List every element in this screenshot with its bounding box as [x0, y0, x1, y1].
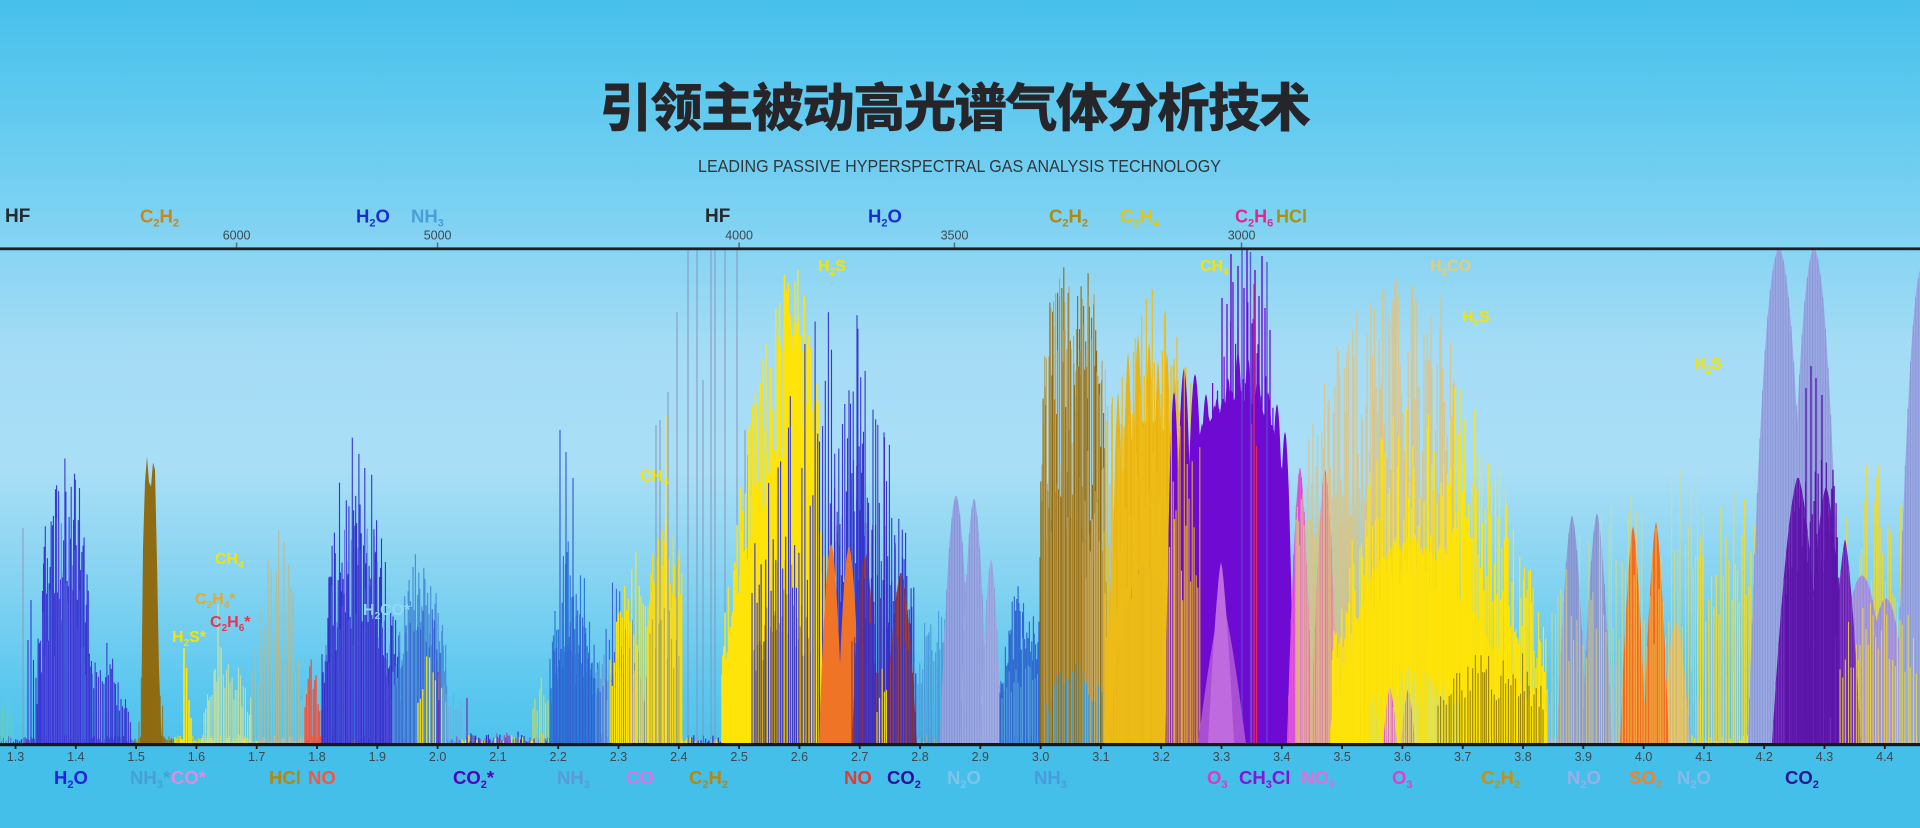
svg-text:6000: 6000 [223, 229, 251, 243]
svg-text:1.5: 1.5 [127, 750, 144, 764]
svg-text:2.5: 2.5 [730, 750, 747, 764]
svg-text:C2​H2​: C2​H2​ [1481, 767, 1520, 791]
svg-text:H2​S: H2​S [1462, 309, 1490, 329]
svg-text:C2​H2​: C2​H2​ [140, 206, 179, 230]
svg-text:1.3: 1.3 [7, 750, 24, 764]
svg-text:2.7: 2.7 [851, 750, 868, 764]
svg-text:H2​S*: H2​S* [172, 629, 207, 649]
svg-text:NO2​: NO2​ [1301, 767, 1335, 791]
svg-text:3.0: 3.0 [1032, 750, 1049, 764]
svg-text:NH3​: NH3​ [557, 767, 590, 791]
svg-text:5000: 5000 [424, 229, 452, 243]
svg-text:3.9: 3.9 [1575, 750, 1592, 764]
svg-text:3.5: 3.5 [1333, 750, 1350, 764]
svg-text:1.4: 1.4 [67, 750, 84, 764]
svg-text:CO: CO [626, 767, 654, 788]
svg-text:H2​S: H2​S [1694, 356, 1722, 376]
svg-text:1.9: 1.9 [369, 750, 386, 764]
svg-text:4.0: 4.0 [1635, 750, 1652, 764]
svg-text:NH3​: NH3​ [1034, 767, 1067, 791]
svg-text:3.7: 3.7 [1454, 750, 1471, 764]
svg-text:4.3: 4.3 [1816, 750, 1833, 764]
svg-text:2.9: 2.9 [972, 750, 989, 764]
svg-text:NO: NO [844, 767, 872, 788]
svg-text:3000: 3000 [1228, 229, 1256, 243]
svg-text:H2​O: H2​O [356, 206, 390, 230]
svg-text:2.0: 2.0 [429, 750, 446, 764]
svg-text:3500: 3500 [941, 229, 969, 243]
svg-text:2.3: 2.3 [610, 750, 627, 764]
svg-text:H2​O: H2​O [54, 767, 88, 791]
svg-text:SO2​: SO2​ [1629, 767, 1662, 791]
svg-text:4.4: 4.4 [1876, 750, 1893, 764]
svg-text:C2​H4​*: C2​H4​* [195, 591, 236, 611]
svg-text:2.8: 2.8 [911, 750, 928, 764]
svg-text:CH4​: CH4​ [640, 468, 669, 488]
svg-text:C2​H2​: C2​H2​ [689, 767, 728, 791]
svg-text:CH4​: CH4​ [1200, 258, 1229, 278]
svg-text:H2​CO*: H2​CO* [363, 602, 411, 622]
svg-text:4000: 4000 [725, 229, 753, 243]
svg-text:HF: HF [705, 206, 730, 227]
svg-text:H2​S: H2​S [818, 258, 846, 278]
svg-text:NO: NO [308, 767, 336, 788]
svg-text:CH4​: CH4​ [215, 551, 244, 571]
svg-text:CO2​*: CO2​* [453, 767, 495, 791]
svg-text:HF: HF [5, 206, 30, 227]
svg-text:HCl: HCl [1276, 207, 1307, 227]
svg-text:3.6: 3.6 [1394, 750, 1411, 764]
svg-text:CO2​: CO2​ [1785, 767, 1819, 791]
svg-text:CO*: CO* [171, 767, 207, 788]
svg-text:CH3​Cl: CH3​Cl [1239, 767, 1290, 791]
svg-text:C2​H4​: C2​H4​ [1120, 206, 1160, 230]
svg-text:2.6: 2.6 [791, 750, 808, 764]
svg-text:HCl: HCl [269, 767, 301, 788]
svg-text:O3​: O3​ [1207, 767, 1228, 791]
svg-text:NH3​*: NH3​* [130, 767, 171, 791]
svg-text:1.8: 1.8 [308, 750, 325, 764]
svg-text:4.1: 4.1 [1695, 750, 1712, 764]
svg-text:H2​O: H2​O [868, 206, 902, 230]
svg-text:3.3: 3.3 [1213, 750, 1230, 764]
svg-text:O3​: O3​ [1392, 767, 1413, 791]
svg-text:3.2: 3.2 [1153, 750, 1170, 764]
svg-text:N2​O: N2​O [1677, 767, 1711, 791]
svg-text:4.2: 4.2 [1756, 750, 1773, 764]
svg-text:2.1: 2.1 [489, 750, 506, 764]
svg-text:CO2​: CO2​ [887, 767, 921, 791]
svg-text:3.4: 3.4 [1273, 750, 1290, 764]
svg-text:C2​H2​: C2​H2​ [1049, 206, 1088, 230]
svg-text:2.4: 2.4 [670, 750, 687, 764]
svg-text:NH3​: NH3​ [411, 206, 444, 230]
svg-text:3.1: 3.1 [1092, 750, 1109, 764]
svg-text:C2​H6​*: C2​H6​* [210, 614, 251, 634]
svg-text:LEADING PASSIVE HYPERSPECTRAL: LEADING PASSIVE HYPERSPECTRAL GAS ANALYS… [698, 156, 1221, 176]
svg-text:H2​CO: H2​CO [1430, 258, 1471, 278]
svg-text:N2​O: N2​O [947, 767, 981, 791]
svg-text:N2​O: N2​O [1567, 767, 1601, 791]
svg-text:1.7: 1.7 [248, 750, 265, 764]
svg-text:2.2: 2.2 [550, 750, 567, 764]
svg-text:3.8: 3.8 [1514, 750, 1531, 764]
svg-text:1.6: 1.6 [188, 750, 205, 764]
svg-text:C2​H6​: C2​H6​ [1235, 207, 1273, 230]
